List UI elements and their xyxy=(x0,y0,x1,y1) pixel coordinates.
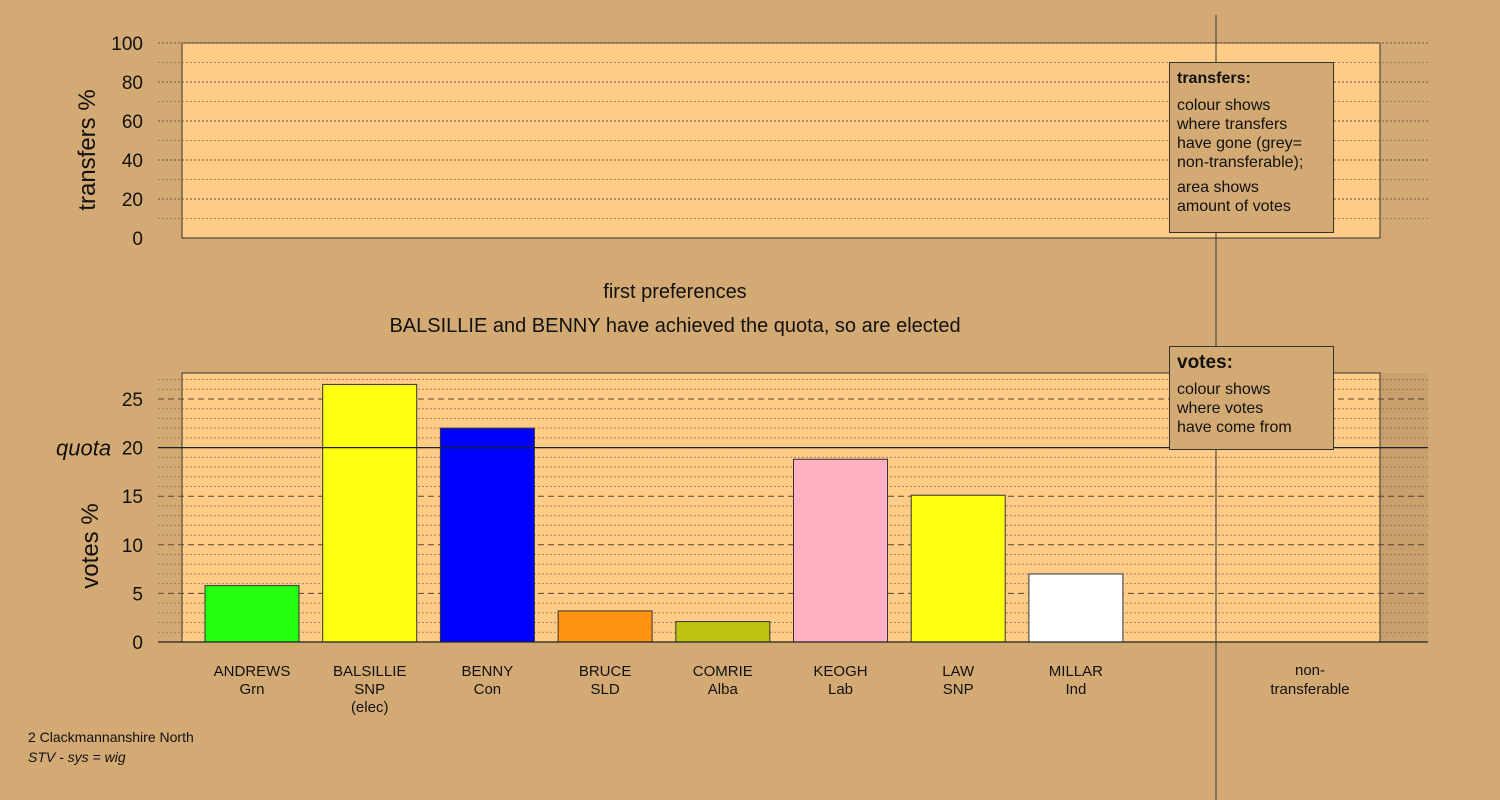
votes-legend-line: have come from xyxy=(1177,419,1292,436)
transfers-legend-line: have gone (grey= xyxy=(1177,135,1302,152)
transfers-tick-label: 60 xyxy=(122,112,143,133)
candidate-party-label: SNP xyxy=(354,681,385,698)
transfers-legend-line: where transfers xyxy=(1177,116,1288,133)
bar-law xyxy=(910,494,1006,643)
candidate-party-label: Grn xyxy=(239,681,264,698)
votes-tick-label: 25 xyxy=(122,390,143,411)
transfers-axis-label: transfers % xyxy=(74,89,101,210)
transfers-legend-line: non-transferable); xyxy=(1177,154,1304,171)
nontransferable-label: non- xyxy=(1295,662,1325,679)
votes-outside-shade xyxy=(1380,373,1428,642)
votes-tick-label: 15 xyxy=(122,487,143,508)
votes-tick-label: 20 xyxy=(122,439,143,460)
votes-legend-line: where votes xyxy=(1177,400,1264,417)
transfers-legend-line: colour shows xyxy=(1177,97,1271,114)
candidate-party-label: SLD xyxy=(591,681,620,698)
chart-title: first preferences xyxy=(603,281,746,303)
votes-legend-title: votes: xyxy=(1177,352,1233,373)
transfers-legend-title: transfers: xyxy=(1177,70,1251,87)
bar-balsillie xyxy=(322,383,418,643)
candidate-name-label: ANDREWS xyxy=(214,663,291,680)
candidate-name-label: COMRIE xyxy=(693,663,753,680)
votes-axis-label: votes % xyxy=(77,503,104,588)
candidate-party-label: Alba xyxy=(708,681,739,698)
candidate-name-label: BALSILLIE xyxy=(333,663,406,680)
transfers-tick-label: 20 xyxy=(122,190,143,211)
votes-legend-line: colour shows xyxy=(1177,381,1271,398)
bar-comrie xyxy=(675,621,771,643)
transfers-tick-label: 100 xyxy=(111,34,143,55)
candidate-party-label: Ind xyxy=(1065,681,1086,698)
candidate-name-label: MILLAR xyxy=(1049,663,1103,680)
quota-label: quota xyxy=(56,436,111,461)
bar-bruce xyxy=(557,610,653,643)
ward-name: 2 Clackmannanshire North xyxy=(28,729,194,745)
chart-subtitle: BALSILLIE and BENNY have achieved the qu… xyxy=(389,315,960,337)
votes-tick-label: 5 xyxy=(132,584,143,605)
nontransferable-label: transferable xyxy=(1270,681,1349,698)
votes-legend: votes: colour shows where votes have com… xyxy=(1169,346,1334,450)
transfers-legend-line: area shows xyxy=(1177,179,1259,196)
candidate-name-label: LAW xyxy=(942,663,975,680)
votes-tick-label: 10 xyxy=(122,536,143,557)
transfers-tick-label: 40 xyxy=(122,151,143,172)
candidate-name-label: BENNY xyxy=(462,663,514,680)
bar-benny xyxy=(439,427,535,643)
candidate-status-label: (elec) xyxy=(351,699,389,716)
footer: 2 Clackmannanshire North STV - sys = wig xyxy=(28,727,194,767)
bar-keogh xyxy=(793,458,888,643)
transfers-tick-label: 0 xyxy=(132,229,143,250)
transfers-legend: transfers: colour shows where transfers … xyxy=(1169,62,1334,233)
candidate-party-label: Con xyxy=(474,681,502,698)
candidate-name-label: BRUCE xyxy=(579,663,632,680)
system-label: STV - sys = wig xyxy=(28,749,126,765)
transfers-tick-label: 80 xyxy=(122,73,143,94)
bar-andrews xyxy=(204,585,300,643)
candidate-party-label: SNP xyxy=(943,681,974,698)
transfers-legend-line: amount of votes xyxy=(1177,198,1291,215)
candidate-name-label: KEOGH xyxy=(813,663,867,680)
votes-tick-label: 0 xyxy=(132,633,143,654)
bar-millar xyxy=(1028,573,1124,643)
candidate-party-label: Lab xyxy=(828,681,853,698)
